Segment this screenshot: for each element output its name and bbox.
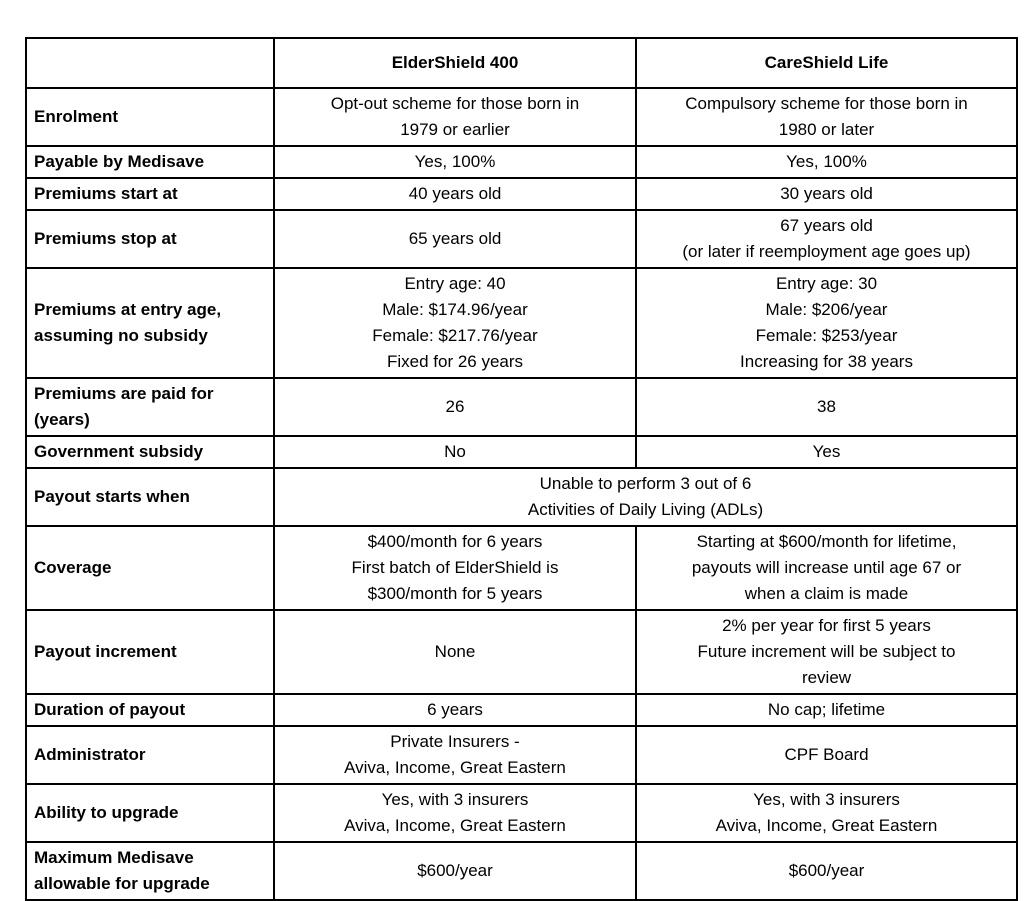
row-label: Premiums at entry age, assuming no subsi… [25,267,275,379]
table-row: Payout starts when Unable to perform 3 ou… [25,467,1018,527]
header-eldershield-400: ElderShield 400 [273,37,637,89]
table-row: Premiums are paid for (years) 26 38 [25,377,1018,437]
table-row: Ability to upgrade Yes, with 3 insurers A… [25,783,1018,843]
table-row: Government subsidy No Yes [25,435,1018,469]
row-label: Coverage [25,525,275,611]
row-label: Enrolment [25,87,275,147]
row-label: Duration of payout [25,693,275,727]
careshield-value-cell: 30 years old [635,177,1018,211]
row-label: Ability to upgrade [25,783,275,843]
table-row: Enrolment Opt-out scheme for those born i… [25,87,1018,147]
table-row: Payable by Medisave Yes, 100% Yes, 100% [25,145,1018,179]
row-label: Administrator [25,725,275,785]
eldershield-value-cell: Yes, with 3 insurers Aviva, Income, Grea… [273,783,637,843]
eldershield-value-cell: None [273,609,637,695]
header-blank-cell [25,37,275,89]
careshield-value-cell: Yes [635,435,1018,469]
careshield-value-cell: CPF Board [635,725,1018,785]
table-row: Administrator Private Insurers - Aviva, I… [25,725,1018,785]
row-label: Government subsidy [25,435,275,469]
eldershield-value-cell: 6 years [273,693,637,727]
careshield-value-cell: 67 years old (or later if reemployment a… [635,209,1018,269]
header-row: ElderShield 400 CareShield Life [25,37,1018,89]
comparison-table: ElderShield 400 CareShield Life Enrolmen… [25,37,1018,901]
careshield-value-cell: Yes, with 3 insurers Aviva, Income, Grea… [635,783,1018,843]
careshield-value-cell: Starting at $600/month for lifetime, pay… [635,525,1018,611]
table-row: Premiums at entry age, assuming no subsi… [25,267,1018,379]
row-label: Payable by Medisave [25,145,275,179]
header-careshield-life: CareShield Life [635,37,1018,89]
table-row: Maximum Medisave allowable for upgrade $6… [25,841,1018,901]
table-row: Payout increment None 2% per year for firs… [25,609,1018,695]
comparison-table-container: ElderShield 400 CareShield Life Enrolmen… [25,37,1018,901]
eldershield-value-cell: Opt-out scheme for those born in 1979 or… [273,87,637,147]
table-row: Coverage $400/month for 6 years First bat… [25,525,1018,611]
table-body: Enrolment Opt-out scheme for those born i… [25,87,1018,901]
careshield-value-cell: No cap; lifetime [635,693,1018,727]
row-label: Premiums stop at [25,209,275,269]
careshield-value-cell: Entry age: 30 Male: $206/year Female: $2… [635,267,1018,379]
eldershield-value-cell: 40 years old [273,177,637,211]
row-label: Maximum Medisave allowable for upgrade [25,841,275,901]
row-label: Premiums are paid for (years) [25,377,275,437]
careshield-value-cell: Yes, 100% [635,145,1018,179]
eldershield-value-cell: $400/month for 6 years First batch of El… [273,525,637,611]
eldershield-value-cell: No [273,435,637,469]
table-row: Premiums start at 40 years old 30 years ol… [25,177,1018,211]
eldershield-value-cell: 26 [273,377,637,437]
careshield-value-cell: 38 [635,377,1018,437]
row-label: Payout starts when [25,467,275,527]
table-row: Premiums stop at 65 years old 67 years old… [25,209,1018,269]
merged-value-cell: Unable to perform 3 out of 6 Activities … [273,467,1018,527]
eldershield-value-cell: 65 years old [273,209,637,269]
careshield-value-cell: Compulsory scheme for those born in 1980… [635,87,1018,147]
eldershield-value-cell: $600/year [273,841,637,901]
careshield-value-cell: 2% per year for first 5 years Future inc… [635,609,1018,695]
careshield-value-cell: $600/year [635,841,1018,901]
eldershield-value-cell: Entry age: 40 Male: $174.96/year Female:… [273,267,637,379]
row-label: Payout increment [25,609,275,695]
eldershield-value-cell: Private Insurers - Aviva, Income, Great … [273,725,637,785]
table-row: Duration of payout 6 years No cap; lifetim… [25,693,1018,727]
eldershield-value-cell: Yes, 100% [273,145,637,179]
row-label: Premiums start at [25,177,275,211]
